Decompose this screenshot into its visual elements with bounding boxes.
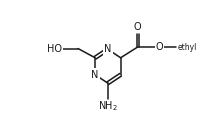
Text: ethyl: ethyl <box>177 43 197 51</box>
Text: N: N <box>104 44 112 54</box>
Text: NH$_2$: NH$_2$ <box>98 99 118 113</box>
Text: HO: HO <box>47 44 62 54</box>
Text: O: O <box>156 42 163 52</box>
Text: O: O <box>134 22 141 32</box>
Text: N: N <box>91 70 99 80</box>
